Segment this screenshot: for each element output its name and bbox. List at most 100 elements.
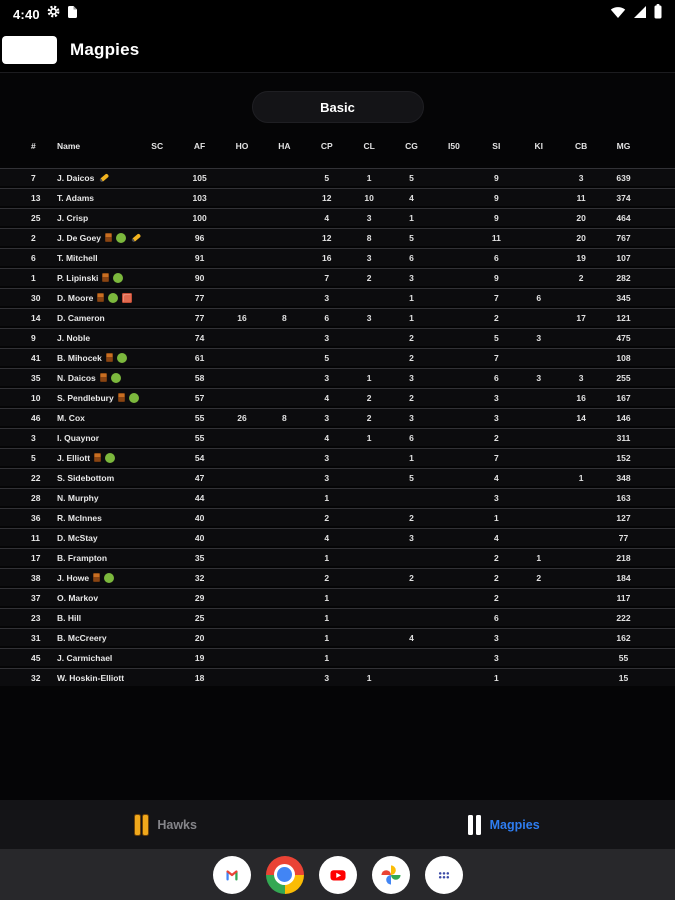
column-header-cl[interactable]: CL bbox=[363, 141, 375, 151]
tab-magpies[interactable]: Magpies bbox=[467, 814, 540, 835]
table-row[interactable]: 46 M. Cox 55 26 8 3 2 3 3 14 146 bbox=[0, 408, 675, 426]
table-row[interactable]: 31 B. McCreery 20 1 4 3 162 bbox=[0, 628, 675, 646]
stat-cell: 15 bbox=[618, 672, 629, 683]
table-row[interactable]: 23 B. Hill 25 1 6 222 bbox=[0, 608, 675, 626]
team-tab-bar: Hawks Magpies bbox=[0, 800, 675, 849]
player-name-cell: D. Cameron bbox=[52, 313, 136, 323]
table-row[interactable]: 22 S. Sidebottom 47 3 5 4 1 348 bbox=[0, 468, 675, 486]
column-header-cp[interactable]: CP bbox=[320, 141, 333, 151]
app-header: Magpies bbox=[0, 28, 675, 72]
stat-cell: 19 bbox=[576, 252, 586, 263]
stat-cell: 55 bbox=[194, 432, 205, 443]
stat-cell: 6 bbox=[536, 292, 542, 303]
stat-cell: 1 bbox=[324, 632, 330, 643]
player-name-cell: W. Hoskin-Elliott bbox=[52, 673, 136, 683]
green-status-icon bbox=[128, 392, 139, 403]
player-number: 35 bbox=[31, 372, 41, 383]
gmail-icon[interactable] bbox=[212, 855, 251, 894]
column-header-mg[interactable]: MG bbox=[616, 141, 631, 151]
table-row[interactable]: 36 R. McInnes 40 2 2 1 127 bbox=[0, 508, 675, 526]
chrome-icon[interactable] bbox=[265, 855, 304, 894]
player-name-cell: J. De Goey bbox=[52, 232, 141, 243]
player-number: 9 bbox=[31, 332, 36, 343]
player-name: P. Lipinski bbox=[57, 272, 99, 283]
stat-cell: 54 bbox=[194, 452, 205, 463]
table-row[interactable]: 41 B. Mihocek 61 5 2 7 108 bbox=[0, 348, 675, 366]
column-header-ho[interactable]: HO bbox=[235, 141, 249, 151]
table-row[interactable]: 25 J. Crisp 100 4 3 1 9 20 464 bbox=[0, 208, 675, 226]
signal-icon bbox=[633, 5, 647, 24]
player-name-cell: J. Daicos bbox=[52, 173, 136, 183]
player-name-cell: R. McInnes bbox=[52, 513, 136, 523]
table-row[interactable]: 17 B. Frampton 35 1 2 1 218 bbox=[0, 548, 675, 566]
player-name: T. Mitchell bbox=[57, 252, 98, 263]
column-header-cb[interactable]: CB bbox=[574, 141, 588, 151]
stat-cell: 3 bbox=[324, 412, 330, 423]
stat-cell: 20 bbox=[576, 232, 586, 243]
column-header-af[interactable]: AF bbox=[193, 141, 206, 151]
column-header-ki[interactable]: KI bbox=[534, 141, 543, 151]
column-header-name[interactable]: Name bbox=[57, 141, 81, 151]
main-content: Basic # Name SC AF HO HA CP CL CG I50 SI KI CB MG 7 J.… bbox=[0, 72, 675, 800]
player-name: N. Murphy bbox=[57, 492, 99, 503]
table-row[interactable]: 3 I. Quaynor 55 4 1 6 2 311 bbox=[0, 428, 675, 446]
table-row[interactable]: 38 J. Howe 32 2 2 2 2 184 bbox=[0, 568, 675, 586]
table-row[interactable]: 10 S. Pendlebury 57 4 2 2 3 16 167 bbox=[0, 388, 675, 406]
stat-cell: 47 bbox=[194, 472, 205, 483]
tab-hawks[interactable]: Hawks bbox=[135, 814, 197, 835]
player-name-cell: I. Quaynor bbox=[52, 433, 136, 443]
app-drawer-icon[interactable] bbox=[424, 855, 463, 894]
stat-cell: 20 bbox=[576, 212, 586, 223]
column-header-sc[interactable]: SC bbox=[151, 141, 164, 151]
youtube-icon[interactable] bbox=[318, 855, 357, 894]
stat-cell: 1 bbox=[324, 552, 330, 563]
column-header-si[interactable]: SI bbox=[492, 141, 501, 151]
player-number: 32 bbox=[31, 672, 41, 683]
stat-cell: 2 bbox=[324, 512, 330, 523]
table-row[interactable]: 7 J. Daicos 105 5 1 5 9 3 639 bbox=[0, 168, 675, 186]
player-name-cell: D. Moore bbox=[52, 292, 136, 303]
table-row[interactable]: 35 N. Daicos 58 3 1 3 6 3 3 255 bbox=[0, 368, 675, 386]
player-name: D. McStay bbox=[57, 532, 98, 543]
photos-icon[interactable] bbox=[371, 855, 410, 894]
stat-cell: 108 bbox=[616, 352, 631, 363]
player-name: J. De Goey bbox=[57, 232, 101, 243]
table-row[interactable]: 2 J. De Goey 96 12 8 5 11 20 767 bbox=[0, 228, 675, 246]
stat-cell: 127 bbox=[616, 512, 631, 523]
table-row[interactable]: 1 P. Lipinski 90 7 2 3 9 2 282 bbox=[0, 268, 675, 286]
stat-cell: 40 bbox=[194, 532, 205, 543]
table-row[interactable]: 11 D. McStay 40 4 3 4 77 bbox=[0, 528, 675, 546]
pencil-status-icon bbox=[99, 172, 110, 183]
player-name-cell: J. Howe bbox=[52, 572, 136, 583]
column-header-cg[interactable]: CG bbox=[405, 141, 418, 151]
stat-cell: 26 bbox=[237, 412, 247, 423]
table-row[interactable]: 5 J. Elliott 54 3 1 7 152 bbox=[0, 448, 675, 466]
table-row[interactable]: 14 D. Cameron 77 16 8 6 3 1 2 17 121 bbox=[0, 308, 675, 326]
bench-status-icon bbox=[105, 353, 113, 362]
table-row[interactable]: 28 N. Murphy 44 1 3 163 bbox=[0, 488, 675, 506]
table-row[interactable]: 9 J. Noble 74 3 2 5 3 475 bbox=[0, 328, 675, 346]
stat-cell: 2 bbox=[366, 412, 372, 423]
stat-cell: 19 bbox=[194, 652, 205, 663]
stat-cell: 9 bbox=[493, 272, 499, 283]
player-name: J. Crisp bbox=[57, 212, 89, 223]
table-row[interactable]: 13 T. Adams 103 12 10 4 9 11 374 bbox=[0, 188, 675, 206]
table-row[interactable]: 32 W. Hoskin-Elliott 18 3 1 1 15 bbox=[0, 668, 675, 686]
stat-cell: 475 bbox=[616, 332, 631, 343]
table-row[interactable]: 45 J. Carmichael 19 1 3 55 bbox=[0, 648, 675, 666]
column-header-num[interactable]: # bbox=[31, 141, 36, 151]
stat-cell: 5 bbox=[409, 172, 414, 183]
stat-cell: 639 bbox=[616, 172, 631, 183]
player-number: 28 bbox=[31, 492, 41, 503]
green-status-icon bbox=[104, 572, 115, 583]
basic-toggle-button[interactable]: Basic bbox=[251, 91, 424, 123]
table-row[interactable]: 30 D. Moore 77 3 1 7 6 345 bbox=[0, 288, 675, 306]
player-number: 13 bbox=[31, 192, 41, 203]
table-row[interactable]: 37 O. Markov 29 1 2 117 bbox=[0, 588, 675, 606]
player-name-cell: T. Adams bbox=[52, 193, 136, 203]
table-row[interactable]: 6 T. Mitchell 91 16 3 6 6 19 107 bbox=[0, 248, 675, 266]
stat-cell: 4 bbox=[324, 212, 330, 223]
column-header-i50[interactable]: I50 bbox=[448, 141, 460, 151]
column-header-ha[interactable]: HA bbox=[278, 141, 291, 151]
stat-cell: 2 bbox=[366, 392, 372, 403]
